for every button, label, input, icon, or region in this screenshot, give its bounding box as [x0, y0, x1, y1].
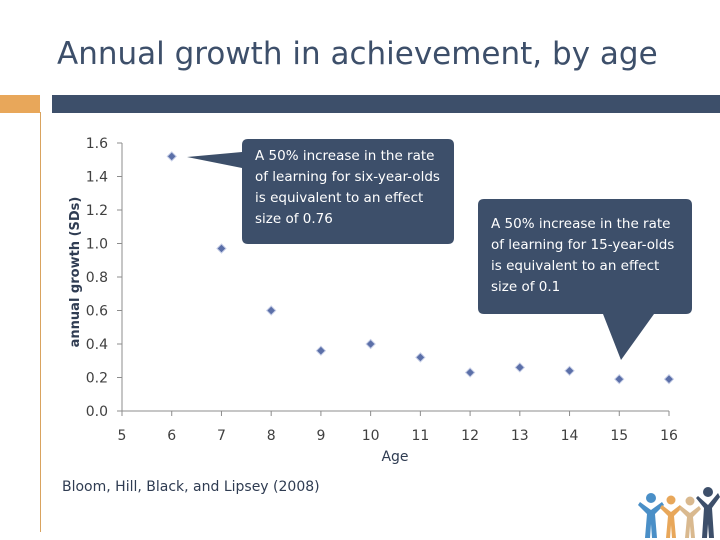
callout-six-bubble: [187, 139, 454, 244]
person-blue-icon: [638, 493, 664, 538]
data-point-age-8: [265, 305, 277, 316]
data-point-age-15: [614, 373, 625, 385]
x-tick-label: 16: [660, 428, 678, 444]
title-rule-accent: [0, 95, 40, 113]
y-tick-label: 0.2: [86, 371, 108, 387]
x-tick-label: 9: [316, 428, 325, 444]
data-point-age-10: [365, 338, 376, 350]
data-point-age-13: [514, 362, 526, 373]
data-point-age-14: [564, 365, 575, 377]
x-tick-label: 15: [610, 428, 628, 444]
x-tick-label: 14: [561, 428, 579, 444]
x-tick-label: 10: [362, 428, 380, 444]
slide-title: Annual growth in achievement, by age: [57, 36, 658, 72]
data-point-age-9: [315, 345, 327, 356]
x-tick-label: 8: [267, 428, 276, 444]
chart-points: [166, 151, 675, 385]
title-rule-bar: [52, 95, 720, 113]
y-tick-label: 1.6: [86, 136, 108, 152]
person-navy-icon: [696, 487, 720, 538]
x-axis-label: Age: [381, 449, 408, 465]
person-tan-icon: [679, 496, 701, 538]
left-rule-line: [40, 112, 41, 532]
data-point-age-16: [663, 373, 675, 385]
y-tick-label: 0.4: [86, 337, 108, 353]
y-tick-label: 0.6: [86, 304, 108, 320]
x-tick-label: 13: [511, 428, 529, 444]
y-axis-label: annual growth (SDs): [68, 197, 83, 348]
chart-axes: 0.0 0.2 0.4 0.6 0.8 1.0 1.2 1.4 1.6 5 6 7 8 9 10 11 12 13…: [86, 136, 678, 444]
citation: Bloom, Hill, Black, and Lipsey (2008): [62, 479, 320, 495]
y-tick-label: 0.0: [86, 404, 108, 420]
y-tick-label: 1.4: [86, 170, 108, 186]
y-tick-label: 1.2: [86, 203, 108, 219]
data-point-age-7: [216, 243, 227, 254]
data-point-age-12: [464, 367, 476, 378]
data-point-age-6: [166, 151, 177, 162]
y-tick-label: 1.0: [86, 237, 108, 253]
x-tick-label: 12: [461, 428, 479, 444]
x-tick-label: 5: [118, 428, 127, 444]
data-point-age-11: [415, 352, 426, 363]
x-tick-label: 7: [217, 428, 226, 444]
callout-six-text: A 50% increase in the rate of learning f…: [255, 148, 440, 227]
people-logo-icon: [638, 487, 720, 538]
x-tick-label: 6: [167, 428, 176, 444]
callout-fifteen-bubble: [478, 199, 692, 360]
y-tick-label: 0.8: [86, 270, 108, 286]
person-orange-icon: [660, 495, 682, 538]
x-tick-label: 11: [411, 428, 429, 444]
callout-fifteen-text: A 50% increase in the rate of learning f…: [491, 216, 675, 295]
